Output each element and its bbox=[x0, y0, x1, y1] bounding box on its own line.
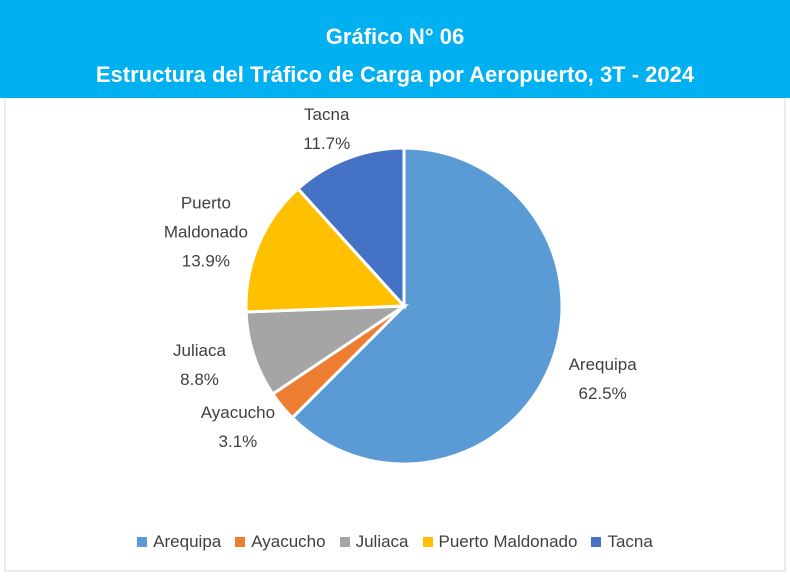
legend-label: Arequipa bbox=[153, 532, 222, 551]
header-band bbox=[0, 0, 790, 98]
legend-item: Juliaca bbox=[339, 532, 409, 552]
data-label-name: Tacna bbox=[304, 104, 350, 124]
data-label: Juliaca 8.8% bbox=[140, 336, 260, 394]
legend-item: Ayacucho bbox=[235, 532, 326, 552]
data-label-value: 8.8% bbox=[180, 369, 219, 389]
chart-subtitle: Estructura del Tráfico de Carga por Aero… bbox=[95, 62, 695, 87]
legend-label: Juliaca bbox=[355, 532, 409, 551]
data-label-value: 13.9% bbox=[181, 251, 230, 271]
legend-swatch bbox=[422, 537, 433, 547]
pie-slice bbox=[290, 146, 564, 466]
legend-label: Tacna bbox=[607, 532, 653, 551]
pie-slice bbox=[295, 146, 406, 310]
data-label-name: Juliaca bbox=[173, 340, 226, 360]
legend-item: Puerto Maldonado bbox=[422, 532, 578, 552]
legend-item: Tacna bbox=[591, 532, 653, 552]
data-label: Tacna 11.7% bbox=[267, 100, 387, 158]
data-label-name: Puerto Maldonado bbox=[163, 193, 248, 242]
legend-swatch bbox=[137, 537, 148, 547]
data-label-value: 62.5% bbox=[578, 383, 627, 403]
pie-slice bbox=[244, 304, 410, 397]
data-label-value: 11.7% bbox=[303, 133, 351, 153]
legend-label: Ayacucho bbox=[251, 532, 326, 551]
data-label: Puerto Maldonado 13.9% bbox=[146, 189, 266, 276]
legend-swatch bbox=[339, 537, 350, 547]
legend-label: Puerto Maldonado bbox=[438, 532, 578, 551]
data-label: Ayacucho 3.1% bbox=[178, 398, 298, 456]
legend-item: Arequipa bbox=[137, 532, 221, 552]
data-label-name: Ayacucho bbox=[200, 402, 276, 422]
legend-swatch bbox=[591, 537, 602, 547]
data-label-name: Arequipa bbox=[568, 354, 637, 374]
data-label-value: 3.1% bbox=[218, 431, 258, 451]
legend-swatch bbox=[235, 537, 246, 547]
pie-slice bbox=[244, 186, 408, 314]
chart-title: Gráfico N° 06 bbox=[325, 24, 465, 49]
legend: Arequipa Ayacucho Juliaca Puerto Maldonado T… bbox=[0, 532, 790, 552]
data-label: Arequipa 62.5% bbox=[543, 350, 663, 408]
